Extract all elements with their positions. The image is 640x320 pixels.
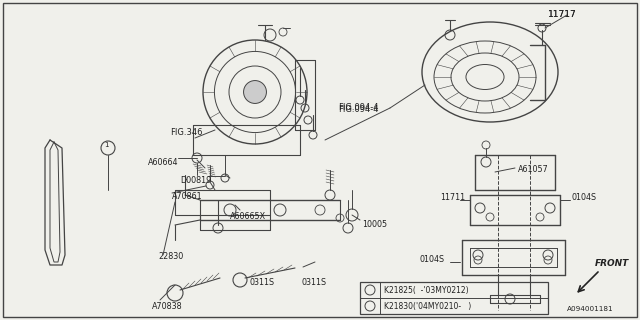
Text: A60665X: A60665X — [230, 212, 266, 221]
Circle shape — [244, 81, 266, 103]
Text: 0311S: 0311S — [250, 278, 275, 287]
Text: 11717: 11717 — [548, 10, 577, 19]
Text: 0104S: 0104S — [420, 255, 445, 265]
Text: 1: 1 — [104, 142, 108, 148]
Text: A70838: A70838 — [152, 302, 182, 311]
Text: FRONT: FRONT — [595, 259, 629, 268]
Text: 0311S: 0311S — [302, 278, 327, 287]
Text: K21825(  -'03MY0212): K21825( -'03MY0212) — [384, 286, 468, 295]
Text: D00819: D00819 — [180, 176, 211, 185]
Text: 0104S: 0104S — [572, 194, 597, 203]
Text: FIG.094-4: FIG.094-4 — [338, 103, 378, 112]
Text: A60664: A60664 — [148, 158, 179, 167]
Text: FIG.094-4: FIG.094-4 — [338, 105, 378, 114]
Text: K21830('04MY0210-   ): K21830('04MY0210- ) — [384, 302, 471, 311]
Text: FIG.346: FIG.346 — [170, 128, 202, 137]
Text: 10005: 10005 — [362, 220, 387, 229]
Text: 22830: 22830 — [158, 252, 183, 261]
Text: 11717: 11717 — [548, 10, 577, 19]
Bar — [360, 282, 548, 314]
Text: 11711: 11711 — [440, 194, 465, 203]
Text: A70861: A70861 — [172, 192, 203, 201]
Text: A61057: A61057 — [518, 165, 548, 174]
Text: A094001181: A094001181 — [567, 306, 614, 312]
